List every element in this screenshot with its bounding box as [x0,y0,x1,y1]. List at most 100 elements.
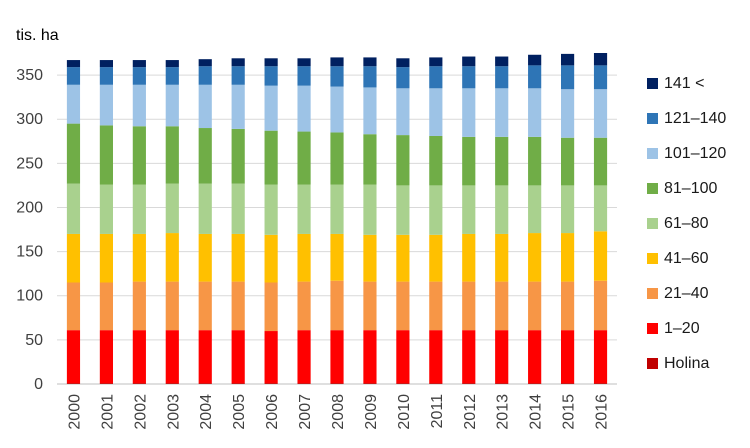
bar-segment [66,123,81,184]
bar-segment [561,281,575,331]
bar-segment [528,281,542,331]
bar-segment [231,233,245,282]
bar-segment [297,85,311,132]
bar-segment [165,281,179,331]
bar-segment [495,88,509,137]
x-tick-label: 2007 [297,394,314,430]
legend-swatch [647,183,658,194]
bar-segment [528,136,542,186]
bar-segment [363,184,377,235]
bar-segment [66,60,81,68]
bar-segment [264,383,278,384]
bar-segment [429,330,443,384]
bar-segment [330,57,344,67]
bar-segment [132,67,146,85]
bar-segment [66,233,81,283]
bar-segment [231,183,245,234]
bar-segment [165,383,179,384]
bar-segment [99,125,113,185]
bar-segment [363,234,377,282]
bar-segment [429,234,443,282]
x-tick-label: 2013 [495,394,512,430]
bar-segment [495,66,509,89]
bar-segment [231,281,245,331]
x-tick-label: 2006 [264,394,281,430]
bar-segment [198,281,212,331]
bar-segment [462,185,476,234]
bar-segment [429,57,443,67]
bar-segment [561,185,575,234]
x-tick-labels: 2000 2001 2002 2003 2004 2005 2006 2007 2008 2009… [66,394,610,430]
bar-segment [528,383,542,384]
bar-segment [198,128,212,184]
bar-segment [99,282,113,331]
bar-segment [330,184,344,234]
bar-segment [528,88,542,137]
bar-segment [330,383,344,384]
bar-segment [528,185,542,234]
bar-segment [264,58,278,67]
bar-segment [495,330,509,384]
bar-segment [198,233,212,282]
bar-segment [198,66,212,85]
bar-segment [264,130,278,185]
bar-segment [99,84,113,126]
bar-segment [264,66,278,86]
x-tick-label: 2009 [363,394,380,430]
bar-segment [561,330,575,384]
legend-label: Holina [664,355,709,372]
bar-segment [297,330,311,384]
bars [66,53,608,384]
y-tick-labels: 0 50 100 150 200 250 300 350 [16,67,43,393]
bar-segment [132,60,146,68]
bar-segment [132,330,146,384]
bar-segment [429,88,443,136]
bar-segment [495,383,509,384]
bar-segment [462,136,476,186]
bar-segment [363,383,377,384]
bar-segment [561,53,575,66]
bar-segment [495,56,509,67]
bar-segment [165,183,179,234]
bar-segment [593,65,608,90]
bar-segment [561,89,575,138]
bar-segment [363,66,377,88]
bar-segment [231,330,245,384]
bar-segment [528,54,542,66]
legend-label: 21–40 [664,285,709,302]
bar-segment [462,66,476,89]
bar-segment [297,66,311,86]
x-tick-label: 2000 [66,394,83,430]
bar-segment [593,137,608,186]
bar-segment [495,281,509,331]
legend-label: 1–20 [664,320,700,337]
x-tick-label: 2010 [396,394,413,430]
bar-segment [66,282,81,331]
bar-segment [561,137,575,186]
bar-segment [429,135,443,186]
bar-segment [429,383,443,384]
x-tick-label: 2011 [429,394,446,429]
x-tick-label: 2004 [198,394,215,430]
bar-segment [495,136,509,186]
bar-segment [264,234,278,283]
x-tick-label: 2016 [594,394,611,430]
bar-segment [330,233,344,281]
bar-segment [297,281,311,331]
bar-segment [99,184,113,234]
bar-segment [165,233,179,282]
bar-segment [462,56,476,67]
bar-segment [561,233,575,282]
legend-label: 101–120 [664,145,726,162]
bar-segment [297,131,311,185]
bar-segment [66,383,81,384]
x-tick-label: 2001 [99,394,116,430]
bar-segment [198,383,212,384]
legend-label: 61–80 [664,215,709,232]
legend-swatch [647,113,658,124]
bar-segment [396,88,410,136]
bar-segment [330,66,344,87]
bar-segment [99,60,113,68]
bar-segment [495,233,509,282]
